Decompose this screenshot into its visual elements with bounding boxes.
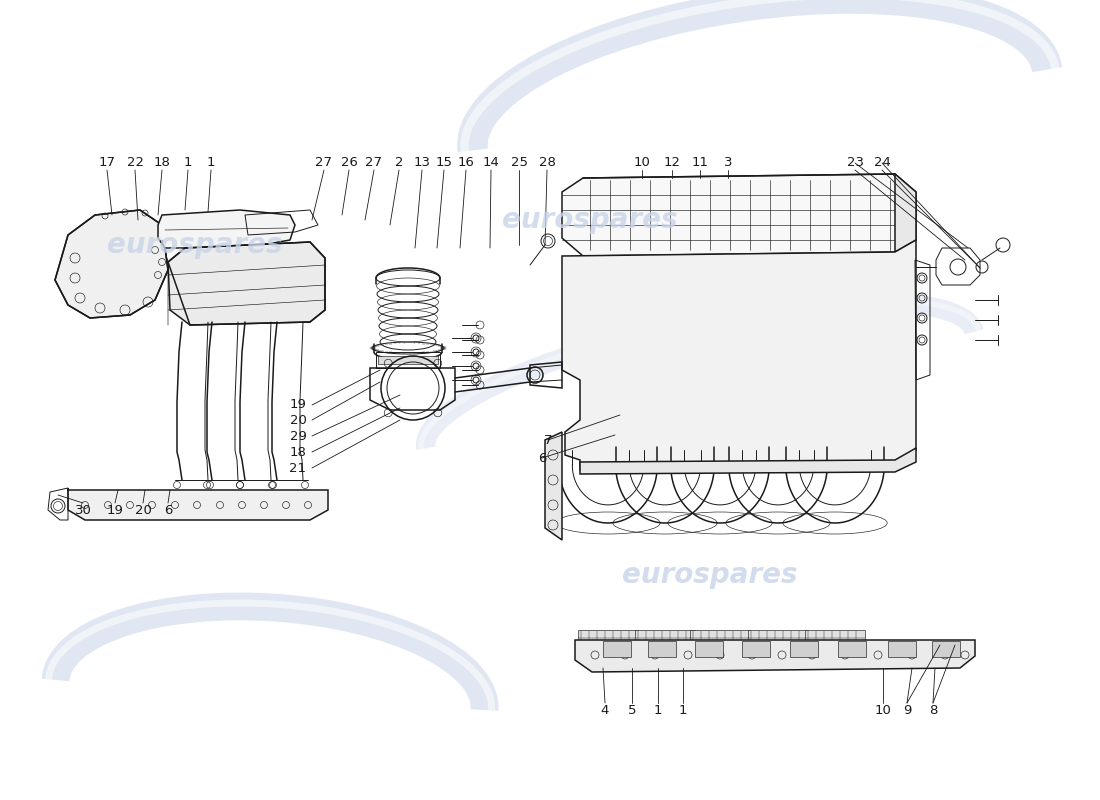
Text: 3: 3 [724,157,733,170]
Text: 22: 22 [126,157,143,170]
Text: 8: 8 [928,703,937,717]
Polygon shape [562,174,916,256]
Polygon shape [55,210,168,318]
Polygon shape [562,240,916,470]
Polygon shape [158,210,295,248]
Text: 4: 4 [601,703,609,717]
Text: 2: 2 [395,157,404,170]
Text: 12: 12 [663,157,681,170]
Text: 26: 26 [341,157,358,170]
Text: 9: 9 [903,703,911,717]
Polygon shape [648,641,676,657]
Polygon shape [888,641,916,657]
Text: 18: 18 [154,157,170,170]
Polygon shape [68,488,328,520]
Text: 27: 27 [316,157,332,170]
Polygon shape [168,242,324,325]
Text: 15: 15 [436,157,452,170]
Text: 23: 23 [847,157,864,170]
Text: 20: 20 [289,414,307,426]
Text: eurospares: eurospares [623,561,798,589]
Text: 25: 25 [510,157,528,170]
Polygon shape [805,630,865,646]
Text: 10: 10 [634,157,650,170]
Polygon shape [603,641,631,657]
Text: 7: 7 [543,434,552,446]
Polygon shape [578,630,638,646]
Polygon shape [838,641,866,657]
Text: eurospares: eurospares [503,206,678,234]
Polygon shape [695,641,723,657]
Text: 19: 19 [289,398,307,411]
Polygon shape [742,641,770,657]
Text: 18: 18 [289,446,307,458]
Text: 1: 1 [207,157,216,170]
Text: 24: 24 [873,157,890,170]
Text: eurospares: eurospares [108,231,283,259]
Polygon shape [544,432,562,540]
Text: 1: 1 [679,703,688,717]
Text: 19: 19 [107,503,123,517]
Polygon shape [635,630,695,646]
Text: 1: 1 [184,157,192,170]
Polygon shape [748,630,808,646]
Text: 28: 28 [539,157,556,170]
Text: 10: 10 [874,703,891,717]
Polygon shape [378,356,438,364]
Text: 21: 21 [289,462,307,474]
Polygon shape [790,641,818,657]
Text: 14: 14 [483,157,499,170]
Text: 5: 5 [628,703,636,717]
Polygon shape [580,448,916,474]
Polygon shape [895,174,916,252]
Polygon shape [575,640,975,672]
Text: 13: 13 [414,157,430,170]
Text: 27: 27 [365,157,383,170]
Text: 11: 11 [692,157,708,170]
Text: 30: 30 [75,503,91,517]
Text: 20: 20 [134,503,152,517]
Text: 1: 1 [653,703,662,717]
Polygon shape [690,630,750,646]
Text: 29: 29 [289,430,307,442]
Text: 17: 17 [99,157,116,170]
Text: 6: 6 [164,503,173,517]
Polygon shape [932,641,960,657]
Text: 6: 6 [538,451,547,465]
Text: 16: 16 [458,157,474,170]
